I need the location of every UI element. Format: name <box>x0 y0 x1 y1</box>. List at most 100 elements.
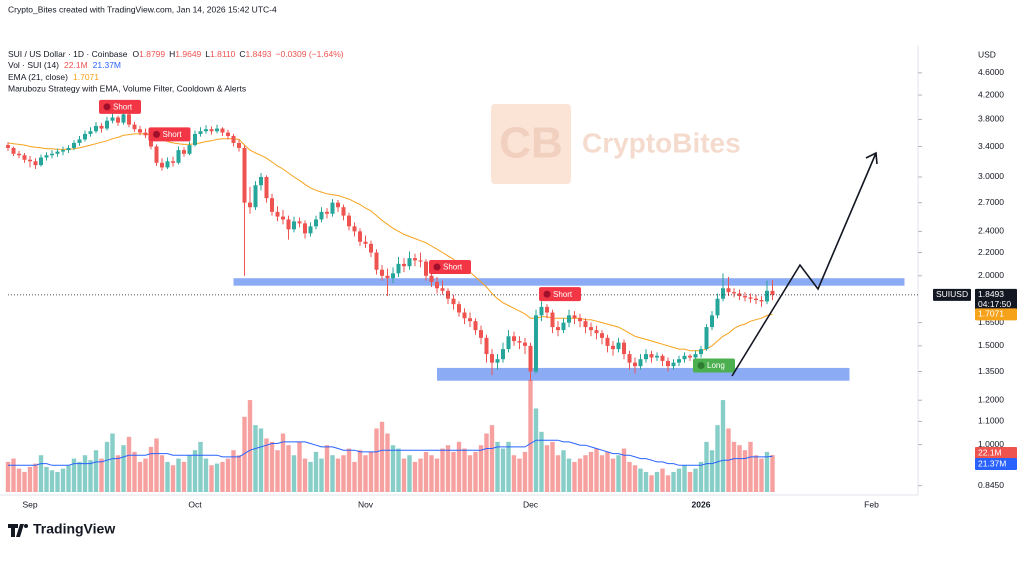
volume-bar <box>522 451 528 492</box>
candle-body <box>759 300 764 302</box>
candle-body <box>308 226 313 234</box>
ohlc-label: C <box>239 49 245 59</box>
candle-body <box>325 211 329 214</box>
volume-bar <box>286 445 291 492</box>
volume-bar <box>5 461 11 492</box>
symbol: SUI / US Dollar · 1D · Coinbase <box>8 49 128 59</box>
candle-body <box>253 185 258 208</box>
volume-bar <box>533 408 539 492</box>
signal: Short <box>99 99 141 114</box>
candle-body <box>660 355 665 361</box>
y-tick-label: 3.4000 <box>978 141 1004 151</box>
y-tick-label: 1.1000 <box>978 416 1004 426</box>
volume-bar <box>22 471 27 492</box>
volume-bar <box>214 463 220 492</box>
candle-body <box>649 354 654 358</box>
volume-bar <box>478 445 484 492</box>
candle-body <box>688 355 692 358</box>
volume-tag: 22.1M <box>978 447 1002 457</box>
candle-body <box>61 150 65 152</box>
candle-body <box>352 226 357 232</box>
volume-bar <box>236 455 242 492</box>
candle-body <box>468 318 472 322</box>
candle-body <box>358 231 362 242</box>
candle-body <box>545 306 549 313</box>
volume-bar <box>456 441 462 492</box>
candle-body <box>88 131 93 134</box>
candle-body <box>611 345 615 350</box>
candle-body <box>506 336 511 350</box>
volume-ma-value: 21.37M <box>93 60 121 70</box>
volume-bar <box>137 461 143 492</box>
ohlc-value: 1.9649 <box>175 49 201 59</box>
countdown: 04:17:50 <box>978 299 1011 309</box>
candle-body <box>154 146 159 163</box>
candle-body <box>204 129 208 132</box>
candle-body <box>424 261 428 276</box>
candle-body <box>369 243 373 253</box>
candle-body <box>319 211 324 220</box>
volume-bar <box>506 441 511 492</box>
credit: Crypto_Bites created with TradingView.co… <box>8 4 277 14</box>
volume-bar <box>462 448 467 492</box>
candle-body <box>567 315 571 323</box>
candle-body <box>666 360 670 367</box>
candle-body <box>495 359 500 363</box>
y-tick-label: 1.0000 <box>978 439 1004 449</box>
volume-bar <box>418 458 423 492</box>
volume-bar <box>82 455 88 492</box>
candle-body <box>578 318 582 322</box>
candle-body <box>242 147 247 203</box>
candle-body <box>17 153 21 156</box>
volume-bar <box>280 433 286 492</box>
volume-bar <box>49 470 55 492</box>
volume-bar <box>594 448 599 492</box>
legend-line: Vol · SUI (14) 22.1M 21.37M <box>8 60 121 70</box>
volume-bar <box>368 451 374 492</box>
volume-bar <box>627 461 632 492</box>
candle-body <box>198 131 203 134</box>
x-tick-label: Feb <box>864 499 879 509</box>
volume-bar <box>335 458 341 492</box>
volume-bar <box>203 458 209 492</box>
volume-bar <box>517 458 522 492</box>
y-tick-label: 4.6000 <box>978 67 1004 77</box>
candle-body <box>677 359 681 363</box>
volume-bar <box>357 450 363 492</box>
volume-bar <box>621 448 627 492</box>
volume-bar <box>764 451 770 492</box>
candle-body <box>556 327 560 331</box>
candle-body <box>726 288 731 293</box>
candle-body <box>633 362 637 367</box>
currency: USD <box>978 49 996 59</box>
candle-body <box>583 321 588 328</box>
candle-body <box>693 354 698 358</box>
candle-body <box>710 315 714 328</box>
y-tick-label: 3.0000 <box>978 171 1004 181</box>
volume-bar <box>412 461 418 492</box>
candle-body <box>589 327 593 331</box>
volume-bar <box>693 468 698 492</box>
candle-body <box>33 161 38 166</box>
candle-body <box>292 221 296 230</box>
volume-bar <box>698 461 704 492</box>
candle-body <box>561 322 566 331</box>
volume-bar <box>396 448 401 492</box>
candle-body <box>215 128 219 132</box>
candle-body <box>193 133 197 146</box>
candle-body <box>704 327 709 350</box>
volume-bar <box>748 441 753 492</box>
y-tick-label: 2.7000 <box>978 197 1004 207</box>
volume-bar <box>511 455 517 492</box>
ema-tag: 1.7071 <box>978 309 1004 319</box>
volume-bar <box>11 458 16 492</box>
candle-body <box>501 349 505 360</box>
ohlc-label: O <box>133 49 140 59</box>
volume-bar <box>429 455 434 492</box>
y-tick-label: 1.6500 <box>978 317 1004 327</box>
candle-body <box>644 354 648 360</box>
candle-body <box>391 273 395 279</box>
candle-body <box>721 288 725 299</box>
zone <box>437 367 850 381</box>
volume-bar <box>363 455 368 492</box>
